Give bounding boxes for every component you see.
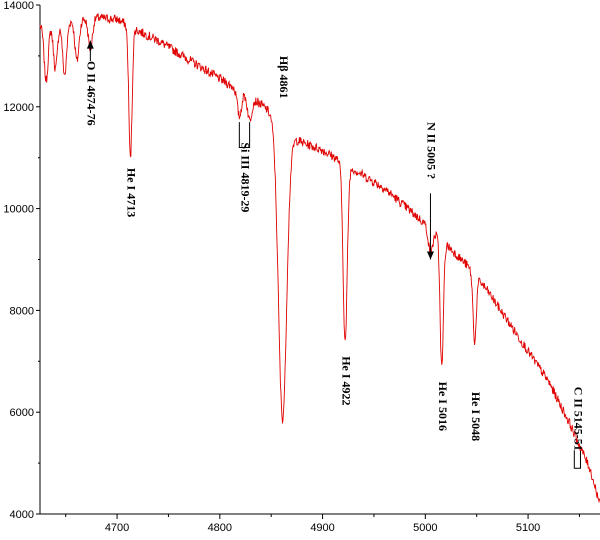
annotation-label: He I 5048 xyxy=(469,392,483,441)
y-tick-label: 4000 xyxy=(10,509,34,521)
x-tick-label: 4800 xyxy=(208,522,232,534)
y-tick-label: 6000 xyxy=(10,407,34,419)
annotation-label: He I 4713 xyxy=(125,168,139,217)
annotation-bracket xyxy=(573,450,581,469)
annotation-label: He I 5016 xyxy=(436,382,450,431)
x-tick-label: 4700 xyxy=(105,522,129,534)
axes: 4700 4800 4900 5000 5100 4000 6000 8000 10000 120… xyxy=(3,0,600,534)
annotation-label: O II 4674-76 xyxy=(85,61,99,126)
y-tick-label: 12000 xyxy=(3,102,34,114)
spectrum-line xyxy=(39,13,600,503)
y-tick-label: 10000 xyxy=(3,204,34,216)
annotation-label: He I 4922 xyxy=(339,356,353,405)
x-tick-label: 4900 xyxy=(310,522,334,534)
annotation-label: N II 5005 ? xyxy=(425,122,439,179)
y-tick-label: 8000 xyxy=(10,305,34,317)
x-tick-label: 5100 xyxy=(516,522,540,534)
annotations-layer: O II 4674-76 He I 4713 Si III 4819-29 Hβ 48… xyxy=(85,40,586,469)
annotation-label: Hβ 4861 xyxy=(277,56,291,99)
annotation-bracket xyxy=(238,122,251,149)
annotation-label: C II 5145-51 xyxy=(572,387,586,451)
annotation-arrow-head xyxy=(426,251,434,260)
spectrum-layer xyxy=(39,13,600,503)
x-tick-label: 5000 xyxy=(413,522,437,534)
y-tick-label: 14000 xyxy=(3,0,34,12)
annotation-arrow-head xyxy=(86,40,94,49)
annotation-label: Si III 4819-29 xyxy=(239,142,253,212)
